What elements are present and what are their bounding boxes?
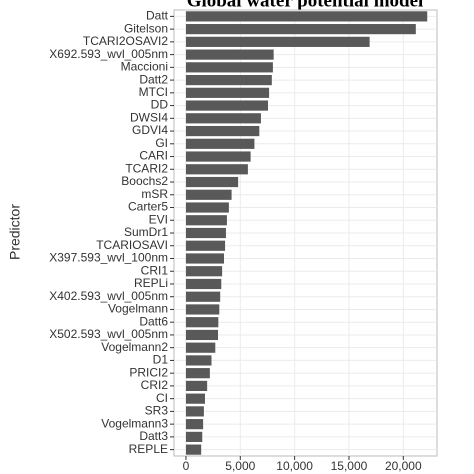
bar (185, 100, 269, 111)
chart-title: Global water potential model (187, 0, 424, 11)
y-tick-label: mSR (141, 187, 168, 201)
x-tick-label: 0 (183, 459, 190, 473)
bar (185, 49, 274, 60)
bar (185, 393, 205, 404)
bar (185, 355, 212, 366)
y-tick-label: GI (155, 136, 168, 150)
y-tick-label: REPLi (134, 276, 168, 290)
bar (185, 151, 251, 162)
bar (185, 431, 203, 442)
x-tick-label: 15,000 (331, 459, 368, 473)
y-tick-label: D1 (153, 353, 169, 367)
y-tick-label: PRICI2 (129, 365, 168, 379)
y-tick-label: DD (151, 98, 169, 112)
y-tick-label: Datt2 (139, 72, 168, 86)
y-tick-label: SR3 (145, 404, 169, 418)
bar (185, 291, 221, 302)
y-axis-label: Predictor (7, 204, 23, 260)
y-tick-label: X402.593_wvl_005nm (49, 289, 168, 303)
bar (185, 253, 224, 264)
y-tick-label: Vogelmann3 (101, 416, 168, 430)
bar (185, 164, 248, 175)
y-tick-label: Datt3 (139, 429, 168, 443)
bar (185, 342, 216, 353)
bar (185, 62, 273, 73)
bar (185, 304, 220, 315)
bar (185, 278, 222, 290)
bar (185, 215, 227, 226)
y-tick-label: X692.593_wvl_005nm (49, 47, 168, 61)
bar (185, 202, 229, 213)
y-tick-label: Boochs2 (121, 174, 168, 188)
y-tick-label: TCARIOSAVI (96, 238, 168, 252)
y-tick-label: Vogelmann2 (101, 340, 168, 354)
bar (185, 227, 226, 239)
y-tick-label: X397.593_wvl_100nm (49, 251, 168, 265)
bar (185, 125, 260, 137)
bar (185, 87, 270, 98)
y-tick-label: GDVI4 (132, 123, 168, 137)
x-tick-label: 20,000 (385, 459, 422, 473)
y-tick-label: DWSI4 (130, 110, 168, 124)
bar (185, 240, 226, 251)
x-tick-label: 5,000 (225, 459, 255, 473)
y-tick-label: SumDr1 (124, 225, 168, 239)
bar (185, 138, 255, 149)
bar (185, 24, 416, 35)
y-tick-label: TCARI2 (125, 161, 168, 175)
y-tick-label: Datt6 (139, 314, 168, 328)
y-tick-label: Gitelson (124, 21, 168, 35)
bar (185, 36, 370, 47)
bar (185, 368, 210, 379)
bar (185, 11, 428, 22)
bar (185, 444, 202, 455)
y-tick-label: Maccioni (121, 60, 168, 74)
y-tick-label: Datt (146, 9, 169, 23)
y-tick-label: CARI (139, 149, 168, 163)
y-tick-label: CRI1 (141, 263, 169, 277)
y-tick-label: CI (156, 391, 168, 405)
y-tick-label: REPLE (129, 442, 168, 456)
y-tick-label: Carter5 (128, 200, 168, 214)
bar (185, 113, 261, 124)
bar (185, 329, 219, 341)
y-tick-label: X502.593_wvl_005nm (49, 327, 168, 341)
x-tick-label: 10,000 (276, 459, 313, 473)
bar (185, 317, 219, 328)
bar (185, 419, 204, 430)
bar (185, 176, 239, 188)
bar (185, 266, 223, 277)
y-tick-label: TCARI2OSAVI2 (83, 34, 168, 48)
bar (185, 74, 272, 86)
y-tick-label: Vogelmann (108, 302, 168, 316)
bar (185, 189, 232, 200)
bar (185, 380, 208, 392)
y-tick-label: EVI (149, 212, 168, 226)
y-tick-label: CRI2 (141, 378, 169, 392)
bar (185, 406, 204, 417)
y-tick-label: MTCI (139, 85, 168, 99)
